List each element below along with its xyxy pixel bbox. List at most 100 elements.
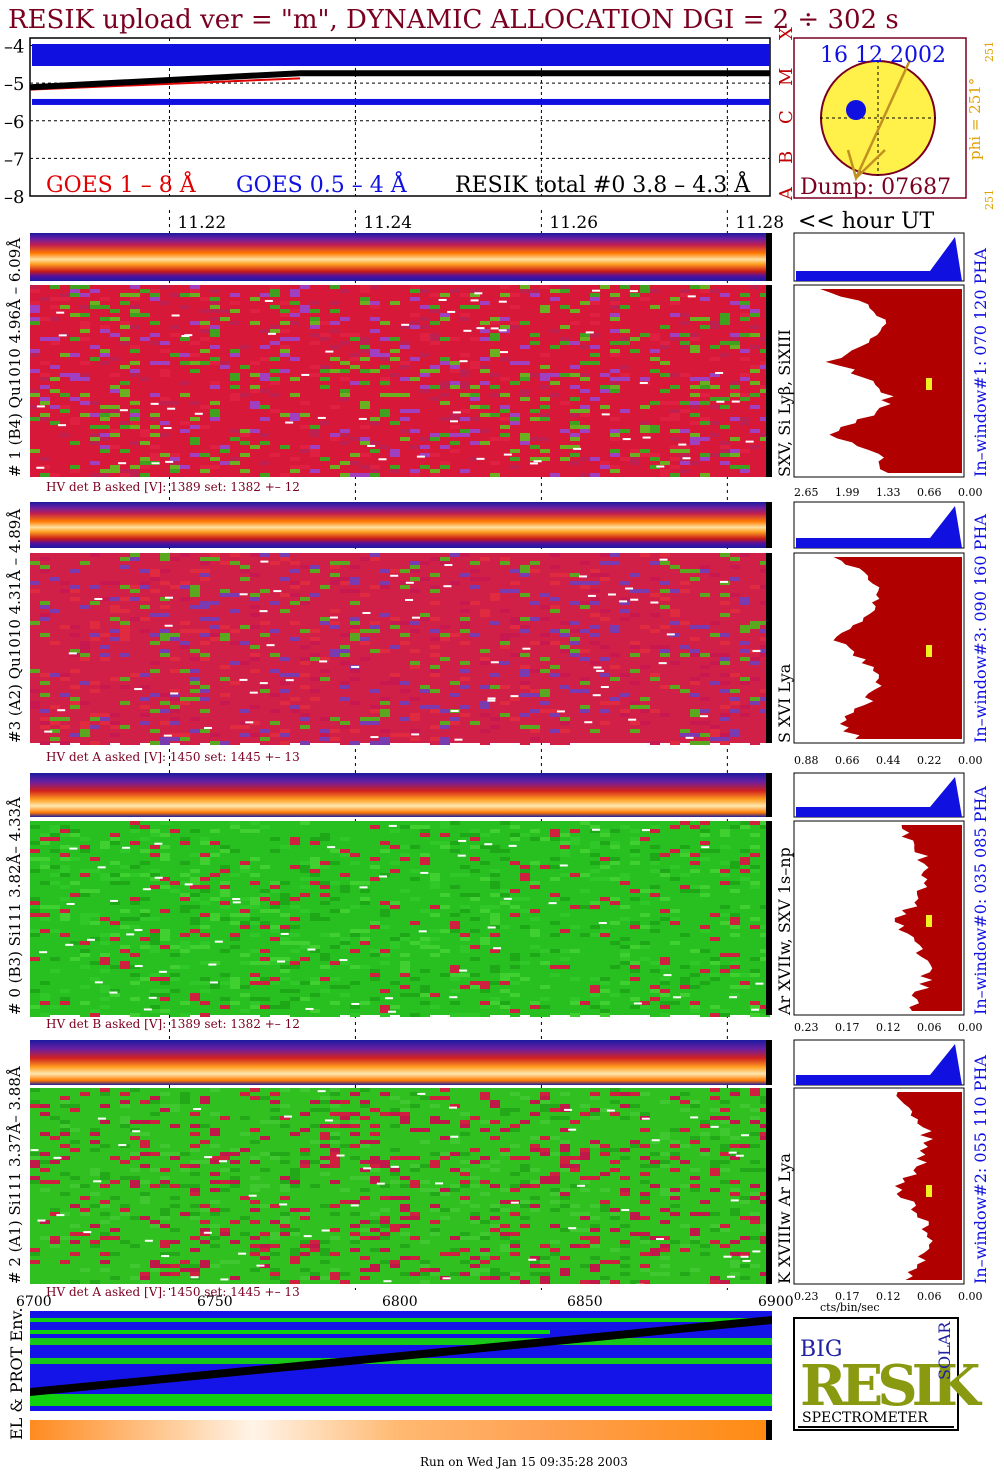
pha-window-marker [926,378,932,390]
env-label: EL & PROT Env. [7,1307,26,1440]
env-trend-line [30,1316,772,1396]
hv-label: HV det B asked [V]: 1389 set: 1382 +– 12 [46,1017,300,1031]
flare-class-a: A [776,186,797,201]
dump-number: Dump: 07687 [800,175,951,200]
flare-position-marker [846,100,866,120]
line-label: K XVIIIw Ar Lya [775,1153,794,1284]
hist-tick-label: 1.99 [835,486,860,499]
env-panel: 6700 6750 6800 6850 6900 EL & PROT Env. [7,1294,794,1440]
time-tick-label: 11.22 [177,213,226,233]
pha-label: In–window#3: 090 160 PHA [971,514,990,743]
hist-tick-label: 0.00 [958,486,983,499]
pha-label: In–window#2: 055 110 PHA [971,1055,990,1284]
legend-goes-1-8: GOES 1 – 8 Å [46,170,197,198]
goes-panel: –4 –5 –6 –7 –8 GOES 1 – 8 Å GOES 0.5 – 4 Å R… [4,27,797,208]
hist-tick-label: 0.00 [958,1021,983,1034]
legend-goes-0.5-4: GOES 0.5 – 4 Å [236,170,408,198]
panel-3: HV det A asked [V]: 1450 set: 1445 +– 13… [6,1039,990,1303]
line-label: SXV, Si Lyβ, SiXIII [775,329,794,477]
hist-xlabel: cts/bin/sec [820,1301,880,1314]
flare-class-m: M [776,68,797,86]
pha-label: In–window#0: 035 085 PHA [971,786,990,1015]
hv-label: HV det A asked [V]: 1450 set: 1445 +– 13 [46,750,300,764]
goes-y-tick-label: –5 [4,74,24,95]
hv-label: HV det A asked [V]: 1450 set: 1445 +– 13 [46,1285,300,1299]
env-tick-label: 6900 [758,1294,794,1310]
logo-solar: SOLAR [935,1321,954,1380]
flare-class-c: C [776,110,797,124]
hour-ut-label: << hour UT [798,209,934,234]
goes-y-tick-label: –6 [4,112,24,133]
pha-window-marker [926,645,932,657]
spectrum-strip [30,502,772,548]
detector-label: # 1 (B4) Qu1010 4.96Å – 6.09Å [6,238,24,477]
series-resik-total [30,70,770,91]
env-ticks: 6700 6750 6800 6850 6900 [16,1294,794,1310]
env-tick-label: 6850 [567,1294,603,1310]
env-tick-label: 6800 [382,1294,418,1310]
chart-title: RESIK upload ver = "m", DYNAMIC ALLOCATI… [8,5,899,35]
hist-tick-label: 0.00 [958,1290,983,1303]
hist-tick-label: 0.12 [876,1290,901,1303]
time-axis: 11.22 11.24 11.26 11.28 [168,210,784,1290]
logo-big: BIG [800,1337,842,1362]
detector-label: #3 (A2) Qu1010 4.31Å – 4.89Å [6,509,24,743]
logo-caption: SPECTROMETER [802,1410,928,1426]
resik-logo: BIG RESIK SOLAR SPECTROMETER [793,1317,989,1431]
panel-1: HV det A asked [V]: 1450 set: 1445 +– 13… [6,501,990,767]
hist-tick-label: 0.17 [835,1021,860,1034]
flare-class-b: B [776,151,797,164]
hist-tick-label: 0.22 [917,754,942,767]
hist-tick-label: 0.44 [876,754,901,767]
detector-label: # 2 (A1) Si111 3.37Å– 3.88Å [6,1066,24,1284]
series-goes-0.5-4 [32,98,770,105]
time-tick-label: 11.26 [549,213,598,233]
pha-label: In–window#1: 070 120 PHA [971,248,990,477]
hist-tick-label: 0.00 [958,754,983,767]
pha-histogram-fill [820,289,962,473]
footer-run-date: Run on Wed Jan 15 09:35:28 2003 [420,1455,628,1469]
pha-window-marker [926,915,932,927]
goes-series [29,44,770,105]
panel-0: HV det B asked [V]: 1389 set: 1382 +– 12… [6,232,990,499]
hist-tick-label: 0.23 [794,1290,819,1303]
phi-superscript: 251 [983,41,996,62]
phi-bottom: 251 [983,189,996,210]
hist-tick-label: 0.06 [917,1290,942,1303]
spectrum-strip [30,233,772,281]
hist-tick-label: 0.66 [917,486,942,499]
env-tick-label: 6700 [16,1294,52,1310]
hist-tick-label: 0.66 [835,754,860,767]
spectrogram-panels: HV det B asked [V]: 1389 set: 1382 +– 12… [6,232,990,1314]
series-goes-1-8-band [32,44,770,66]
goes-y-ticks: –4 –5 –6 –7 –8 [4,37,24,208]
flare-class-x: X [776,27,797,40]
spectrum-strip [30,1040,772,1085]
hist-tick-label: 0.06 [917,1021,942,1034]
pha-histogram-fill [833,557,962,739]
env-color-strip [30,1420,772,1440]
sun-date: 16 12 2002 [820,43,946,68]
pha-window-marker [926,1185,932,1197]
line-label: S XVI Lya [775,663,794,743]
orbit-track [846,59,912,182]
hist-tick-label: 0.12 [876,1021,901,1034]
hist-tick-label: 0.17 [835,1290,860,1303]
hist-tick-label: 2.65 [794,486,819,499]
hist-tick-label: 1.33 [876,486,901,499]
time-tick-label: 11.24 [363,213,412,233]
hist-tick-label: 0.88 [794,754,819,767]
flare-class-labels: X M C B A [776,27,797,201]
goes-y-tick-label: –4 [4,37,24,58]
phi-label: phi = 251° [966,78,984,160]
hv-label: HV det B asked [V]: 1389 set: 1382 +– 12 [46,480,300,494]
spectrum-strip [30,773,772,817]
line-label: Ar XVIIw, SXV 1s–np [775,847,794,1016]
panel-2: HV det B asked [V]: 1389 set: 1382 +– 12… [6,772,990,1034]
hist-tick-label: 0.23 [794,1021,819,1034]
env-tick-label: 6750 [197,1294,233,1310]
goes-y-tick-label: –7 [4,149,24,170]
sun-panel: 16 12 2002 Dump: 07687 phi = 251° 251 25… [793,37,996,210]
time-tick-label: 11.28 [735,213,784,233]
logo-letters: RESIK [800,1353,983,1419]
